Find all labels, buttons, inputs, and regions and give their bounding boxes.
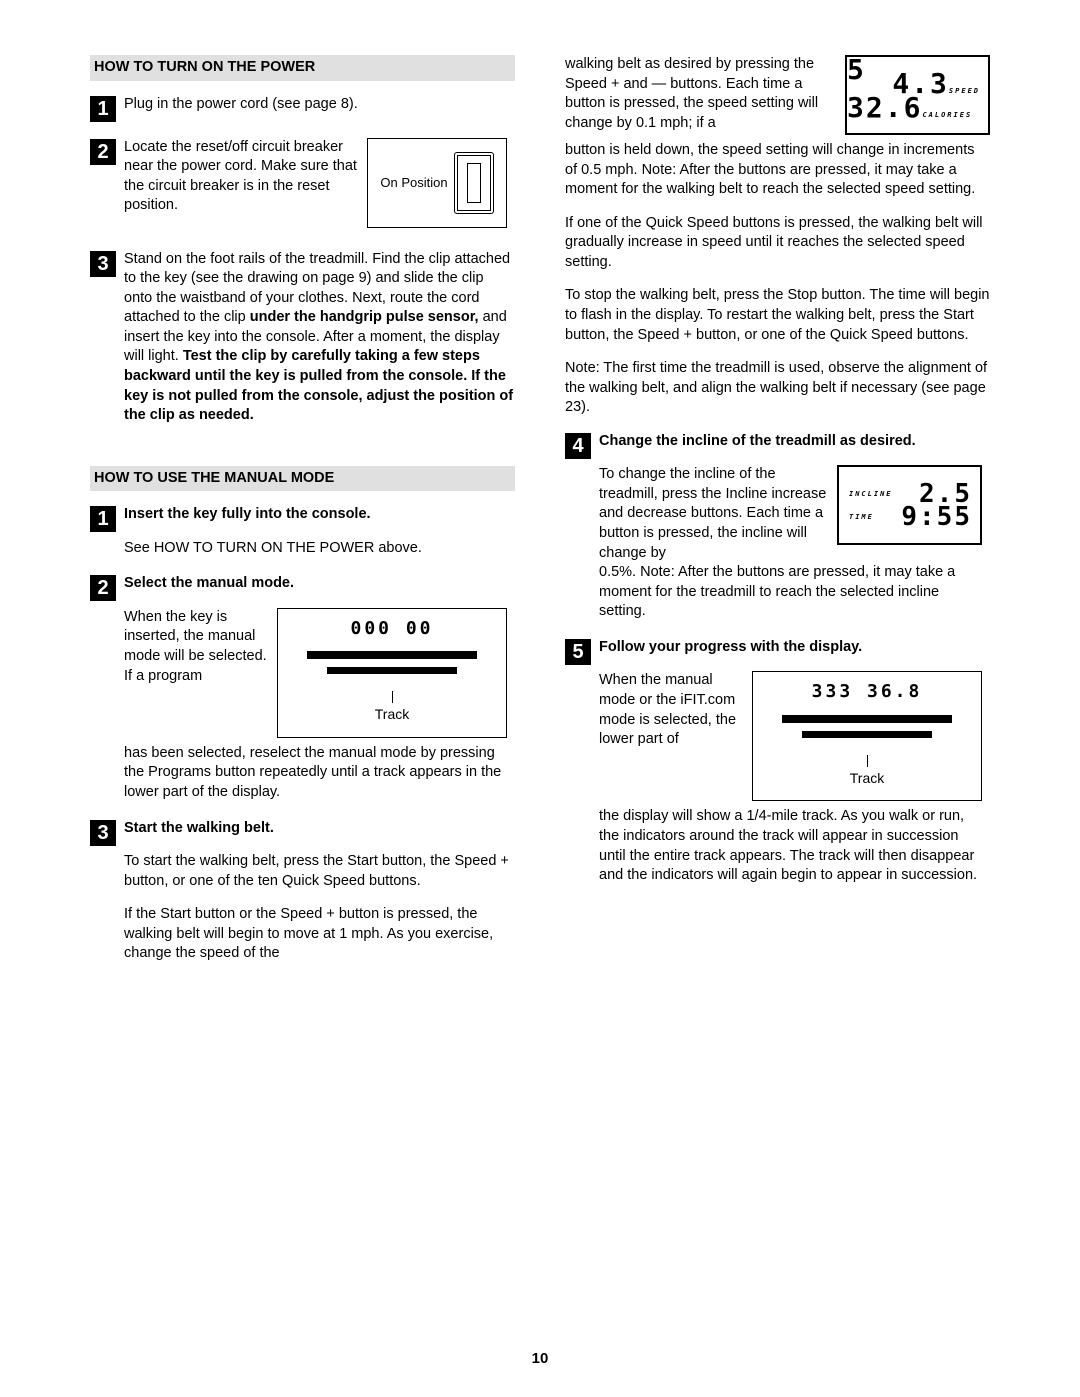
lcd-time-label: TIME	[849, 513, 874, 522]
right-column: 4.3SPEED 5 32.6CALORIES walking belt as …	[565, 55, 990, 980]
power-step-1: 1 Plug in the power cord (see page 8).	[90, 95, 515, 122]
step-badge: 1	[90, 96, 116, 122]
header-manual: HOW TO USE THE MANUAL MODE	[90, 466, 515, 492]
switch-figure: On Position	[367, 138, 507, 228]
track-digits: 000 00	[350, 617, 433, 641]
step-body: Insert the key fully into the console. S…	[124, 505, 515, 558]
manual-step-5: 5 Follow your progress with the display.…	[565, 638, 990, 886]
cont-p1a: walking belt as desired by pressing the …	[565, 56, 818, 131]
lcd-cal-label: CALORIES	[922, 111, 972, 119]
lcd-cal: 5 32.6	[847, 53, 922, 124]
right-p2: If one of the Quick Speed buttons is pre…	[565, 214, 990, 273]
incline-lcd-figure: INCLINE 2.5 TIME 9:55	[837, 465, 982, 545]
lcd-time: 9:55	[901, 500, 972, 535]
m2-text1: When the key is inserted, the manual mod…	[124, 609, 267, 684]
m3-p1: To start the walking belt, press the Sta…	[124, 852, 515, 891]
m5-text2: the display will show a 1/4-mile track. …	[599, 808, 977, 883]
step-text: Plug in the power cord (see page 8).	[124, 96, 358, 112]
step-body: Change the incline of the treadmill as d…	[599, 432, 982, 622]
manual-step-3: 3 Start the walking belt. To start the w…	[90, 819, 515, 964]
step-badge: 3	[90, 820, 116, 846]
step-badge: 2	[90, 575, 116, 601]
step-title: Follow your progress with the display.	[599, 638, 982, 658]
speed-paragraph: 4.3SPEED 5 32.6CALORIES walking belt as …	[565, 55, 990, 200]
manual-step-1: 1 Insert the key fully into the console.…	[90, 505, 515, 558]
step-badge: 5	[565, 639, 591, 665]
switch-label: On Position	[380, 174, 447, 192]
right-p4: Note: The first time the treadmill is us…	[565, 359, 990, 418]
step-badge: 3	[90, 251, 116, 277]
power-step-3: 3 Stand on the foot rails of the treadmi…	[90, 250, 515, 426]
lcd-incline-label: INCLINE	[849, 490, 893, 499]
track-figure: 000 00 Track	[277, 608, 507, 738]
right-p3: To stop the walking belt, press the Stop…	[565, 286, 990, 345]
m5-text1: When the manual mode or the iFIT.com mod…	[599, 672, 736, 747]
step-body: Select the manual mode. 000 00 Track Whe…	[124, 574, 507, 802]
track-label: Track	[375, 705, 409, 724]
m4-text2: 0.5%. Note: After the buttons are presse…	[599, 564, 955, 619]
step3-bold2: Test the clip by carefully taking a few …	[124, 348, 513, 423]
track-figure-2: 333 36.8 Track	[752, 671, 982, 801]
switch-inner-icon	[467, 163, 481, 203]
m3-p2: If the Start button or the Speed + butto…	[124, 905, 515, 964]
manual-step-4: 4 Change the incline of the treadmill as…	[565, 432, 990, 622]
step-text: Locate the reset/off circuit breaker nea…	[124, 139, 357, 214]
step-text: See HOW TO TURN ON THE POWER above.	[124, 539, 515, 559]
track-oval-icon	[782, 709, 952, 757]
m2-text2: has been selected, reselect the manual m…	[124, 745, 501, 800]
manual-step-2: 2 Select the manual mode. 000 00 Track W…	[90, 574, 515, 802]
step-body: Plug in the power cord (see page 8).	[124, 95, 515, 115]
track-digits-2: 333 36.8	[812, 680, 923, 704]
switch-icon	[454, 152, 494, 214]
step-body: Start the walking belt. To start the wal…	[124, 819, 515, 964]
power-step-2: 2 On Position Locate the reset/off circu…	[90, 138, 515, 234]
speed-lcd-figure: 4.3SPEED 5 32.6CALORIES	[845, 55, 990, 135]
track-oval-icon	[307, 645, 477, 693]
cont-p1b: button is held down, the speed setting w…	[565, 142, 975, 197]
m4-text1: To change the incline of the treadmill, …	[599, 466, 826, 560]
step3-bold1: under the handgrip pulse sensor,	[250, 309, 479, 325]
step-body: Follow your progress with the display. 3…	[599, 638, 982, 886]
step-badge: 2	[90, 139, 116, 165]
step-badge: 1	[90, 506, 116, 532]
page-number: 10	[0, 1349, 1080, 1369]
step-body: On Position Locate the reset/off circuit…	[124, 138, 507, 234]
step-body: Stand on the foot rails of the treadmill…	[124, 250, 515, 426]
step-title: Start the walking belt.	[124, 819, 515, 839]
step-title: Insert the key fully into the console.	[124, 505, 515, 525]
step-badge: 4	[565, 433, 591, 459]
step-title: Select the manual mode.	[124, 574, 507, 594]
track-label-2: Track	[850, 769, 884, 788]
step-title: Change the incline of the treadmill as d…	[599, 432, 982, 452]
left-column: HOW TO TURN ON THE POWER 1 Plug in the p…	[90, 55, 515, 980]
page-columns: HOW TO TURN ON THE POWER 1 Plug in the p…	[90, 55, 990, 980]
header-power: HOW TO TURN ON THE POWER	[90, 55, 515, 81]
